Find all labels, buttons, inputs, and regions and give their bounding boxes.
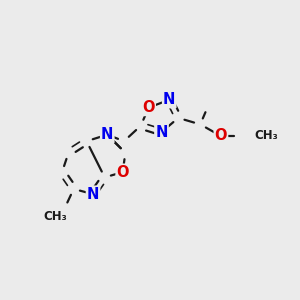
Text: O: O [215,128,227,143]
Text: N: N [155,124,168,140]
Text: N: N [101,127,113,142]
Text: CH₃: CH₃ [254,130,278,142]
Text: N: N [163,92,176,107]
Text: CH₃: CH₃ [44,210,68,223]
Text: O: O [116,165,129,180]
Text: O: O [142,100,155,115]
Text: N: N [87,187,99,202]
